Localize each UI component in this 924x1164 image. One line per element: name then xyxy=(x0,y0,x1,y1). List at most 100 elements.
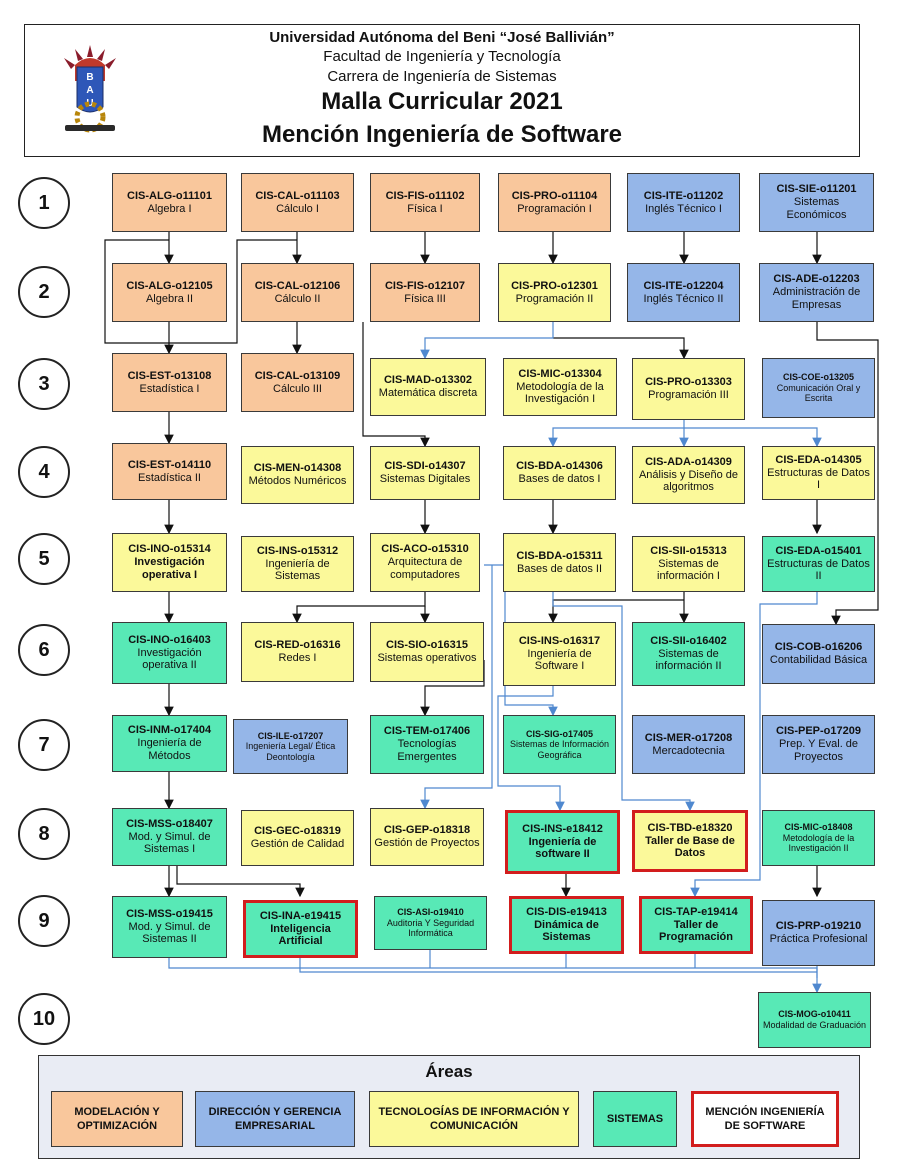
course-code: CIS-INO-o15314 xyxy=(128,543,211,556)
course-card: CIS-MSS-o18407 Mod. y Simul. de Sistemas… xyxy=(112,808,227,866)
course-name: Dinámica de Sistemas xyxy=(534,918,599,944)
course-card: CIS-ILE-o17207 Ingeniería Legal/ Ética D… xyxy=(233,719,348,774)
course-card: CIS-SII-o15313 Sistemas de información I xyxy=(632,536,745,592)
course-card: CIS-PRP-o19210 Práctica Profesional xyxy=(762,900,875,966)
semester-7-marker: 7 xyxy=(18,719,70,771)
link-bda2-sig xyxy=(484,564,558,717)
course-code: CIS-INA-e19415 xyxy=(259,909,342,922)
link-pro3-bda1 xyxy=(548,420,685,448)
course-card: CIS-ADE-o12203 Administración de Empresa… xyxy=(759,263,874,322)
course-code: CIS-PRP-o19210 xyxy=(775,920,862,933)
course-code: CIS-SII-o15313 xyxy=(650,544,727,557)
course-code: CIS-EDA-o15401 xyxy=(775,544,862,557)
course-card: CIS-ASI-o19410 Auditoria Y Seguridad Inf… xyxy=(374,896,487,950)
course-card: CIS-BDA-o14306 Bases de datos I xyxy=(503,446,616,500)
course-card: CIS-ADA-o14309 Análisis y Diseño de algo… xyxy=(632,446,745,504)
course-name: Algebra II xyxy=(145,292,194,305)
link-mss1-ina xyxy=(176,866,305,898)
course-code: CIS-SDI-o14307 xyxy=(384,460,466,473)
course-code: CIS-BDA-o14306 xyxy=(516,460,603,473)
semester-1-marker: 1 xyxy=(18,177,70,229)
course-name: Bases de datos II xyxy=(517,562,602,575)
semester-2-marker: 2 xyxy=(18,266,70,318)
link-ade-cob xyxy=(816,320,879,626)
legend-title: Áreas xyxy=(425,1062,473,1081)
areas-legend: Áreas MODELACIÓN Y OPTIMIZACIÓN DIRECCIÓ… xyxy=(38,1055,860,1159)
course-card: CIS-SDI-o14307 Sistemas Digitales xyxy=(370,446,480,500)
legend-item-mencion: MENCIÓN INGENIERÍA DE SOFTWARE xyxy=(691,1091,839,1147)
course-name: Inteligencia Artificial xyxy=(270,922,331,948)
course-code: CIS-EST-o14110 xyxy=(127,458,212,471)
course-code: CIS-CAL-o13109 xyxy=(254,369,341,382)
course-code: CIS-BDA-o15311 xyxy=(516,549,603,562)
mention-title: Mención Ingeniería de Software xyxy=(261,121,623,148)
course-name: Mod. y Simul. de Sistemas I xyxy=(128,830,211,856)
course-card: CIS-ITE-o11202 Inglés Técnico I xyxy=(627,173,740,232)
link-bda2-gep xyxy=(420,565,493,810)
course-code: CIS-ALG-o11101 xyxy=(127,189,212,202)
course-code: CIS-ACO-o15310 xyxy=(381,543,469,556)
course-code: CIS-MIC-o18408 xyxy=(784,822,853,833)
course-code: CIS-RED-o16316 xyxy=(254,639,341,652)
course-name: Sistemas Digitales xyxy=(379,473,471,485)
course-name: Mod. y Simul. de Sistemas II xyxy=(128,920,211,946)
course-name: Física III xyxy=(404,292,446,305)
course-name: Arquitectura de computadores xyxy=(387,556,463,581)
course-name: Tecnologías Emergentes xyxy=(397,738,457,763)
course-code: CIS-MSS-o19415 xyxy=(126,907,213,920)
course-code: CIS-MEN-o14308 xyxy=(253,462,342,475)
university-name: Universidad Autónoma del Beni “José Ball… xyxy=(269,29,615,46)
course-code: CIS-ADE-o12203 xyxy=(773,273,860,286)
course-name: Investigación operativa I xyxy=(134,556,205,581)
course-name: Metodología de la Investigación II xyxy=(782,832,855,854)
course-code: CIS-EDA-o14305 xyxy=(775,453,862,466)
course-card: CIS-CAL-o12106 Cálculo II xyxy=(241,263,354,322)
course-card-mention: CIS-INS-e18412 Ingeniería de software II xyxy=(505,810,620,874)
course-name: Contabilidad Básica xyxy=(769,654,868,666)
legend-item-tecnologias: TECNOLOGÍAS DE INFORMACIÓN Y COMUNICACIÓ… xyxy=(369,1091,579,1147)
course-code: CIS-ASI-o19410 xyxy=(397,907,464,918)
course-card: CIS-GEP-o18318 Gestión de Proyectos xyxy=(370,808,484,866)
course-card: CIS-SIG-o17405 Sistemas de Información G… xyxy=(503,715,616,774)
legend-item-sistemas: SISTEMAS xyxy=(593,1091,677,1147)
course-name: Estructuras de Datos II xyxy=(767,557,870,583)
course-card: CIS-ALG-o12105 Algebra II xyxy=(112,263,227,322)
course-name: Ingeniería de Sistemas xyxy=(265,557,330,583)
course-card-mention: CIS-TAP-e19414 Taller de Programación xyxy=(639,896,753,954)
course-code: CIS-FIS-o11102 xyxy=(385,189,465,202)
course-name: Taller de Base de Datos xyxy=(645,834,735,860)
course-name: Ingeniería de software II xyxy=(528,835,597,861)
course-name: Ingeniería de Métodos xyxy=(137,737,202,762)
course-code: CIS-ALG-o12105 xyxy=(126,279,213,292)
course-name: Algebra I xyxy=(147,202,192,215)
course-name: Programación II xyxy=(515,292,594,305)
course-card: CIS-ITE-o12204 Inglés Técnico II xyxy=(627,263,740,322)
link-aco-red xyxy=(292,592,426,624)
header-panel: B A U Universidad Autónoma del Beni “Jos… xyxy=(24,24,860,157)
link-bda2-tbd xyxy=(552,592,695,812)
course-code: CIS-FIS-o12107 xyxy=(384,279,466,292)
course-name: Ingeniería de Software I xyxy=(527,647,592,673)
link-alg1-cal2 xyxy=(104,239,297,344)
course-code: CIS-MER-o17208 xyxy=(644,731,733,744)
link-fis3-sdi xyxy=(362,322,430,448)
faculty-name: Facultad de Ingeniería y Tecnología xyxy=(323,48,561,65)
course-card: CIS-MSS-o19415 Mod. y Simul. de Sistemas… xyxy=(112,896,227,958)
course-name: Práctica Profesional xyxy=(769,933,868,945)
course-code: CIS-INS-e18412 xyxy=(522,822,603,835)
semester-3-marker: 3 xyxy=(18,358,70,410)
course-card: CIS-FIS-o12107 Física III xyxy=(370,263,480,322)
course-code: CIS-INS-o16317 xyxy=(518,634,601,647)
logo-letter-b: B xyxy=(86,72,93,83)
course-name: Inglés Técnico I xyxy=(645,202,722,215)
course-card: CIS-MOG-o10411 Modalidad de Graduación xyxy=(758,992,871,1048)
course-name: Prep. Y Eval. de Proyectos xyxy=(778,738,859,763)
semester-5-marker: 5 xyxy=(18,533,70,585)
semester-8-marker: 8 xyxy=(18,808,70,860)
course-card: CIS-MIC-o18408 Metodología de la Investi… xyxy=(762,810,875,866)
course-card: CIS-FIS-o11102 Física I xyxy=(370,173,480,232)
course-card: CIS-BDA-o15311 Bases de datos II xyxy=(503,533,616,592)
course-code: CIS-GEP-o18318 xyxy=(383,824,471,837)
course-card: CIS-INO-o15314 Investigación operativa I xyxy=(112,533,227,592)
